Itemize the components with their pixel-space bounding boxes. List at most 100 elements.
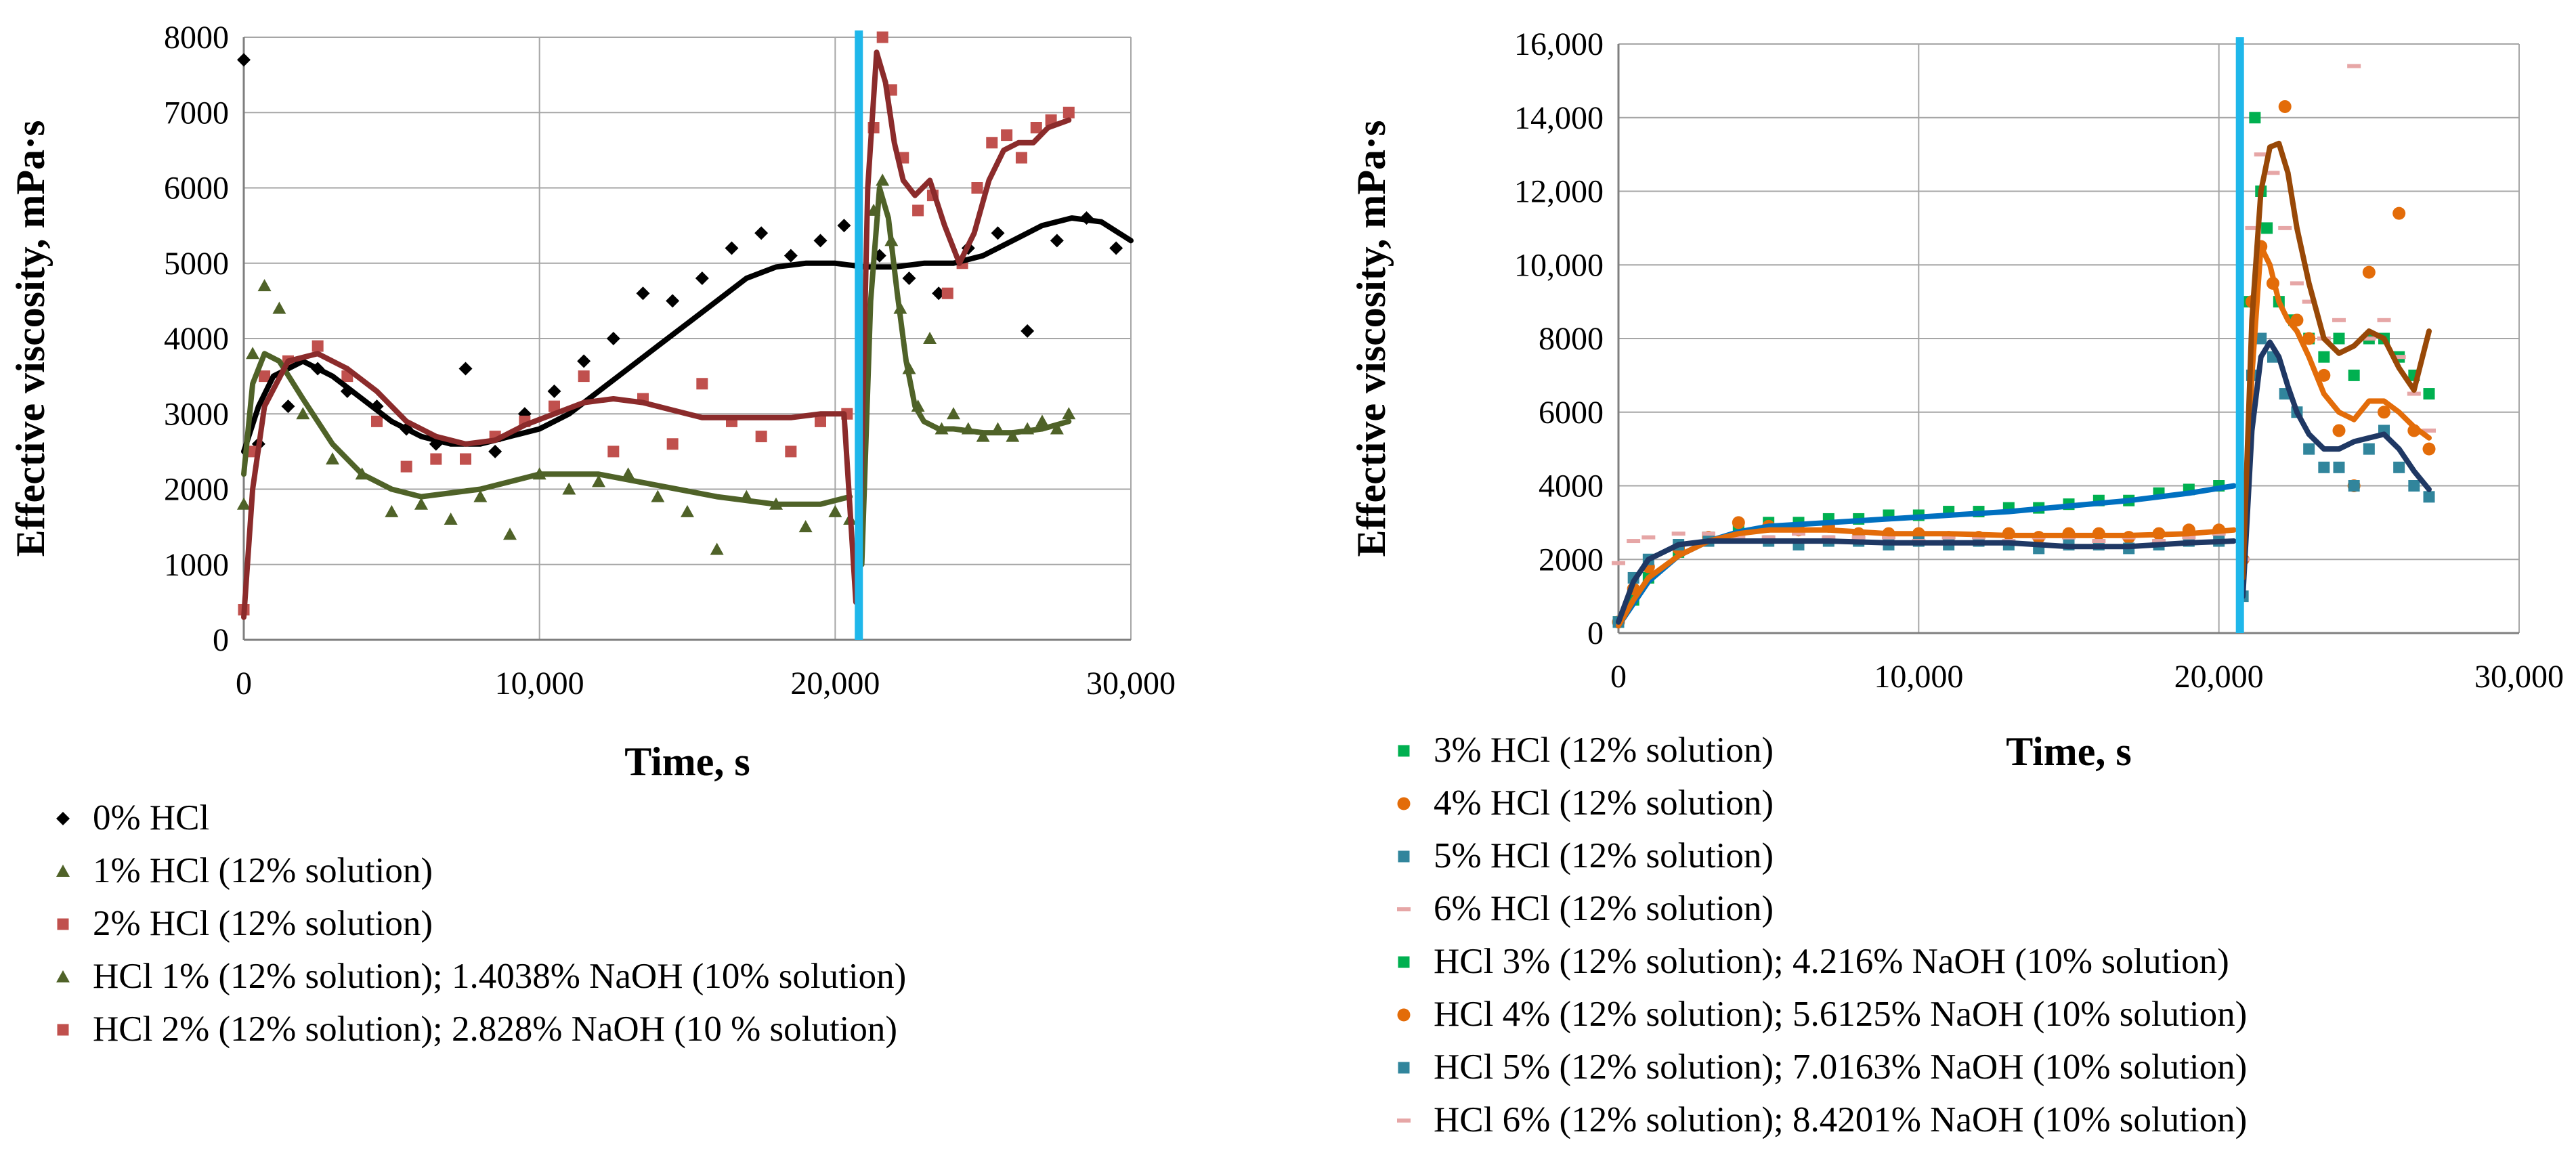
data-point bbox=[578, 370, 590, 383]
data-point bbox=[2278, 100, 2292, 113]
right-chart: 0 2000 4000 6000 8000 10,000 12,000 14,000 16,00… bbox=[1349, 26, 2564, 774]
data-point bbox=[813, 234, 828, 248]
legend-marker bbox=[1397, 1008, 1411, 1022]
data-point bbox=[562, 482, 576, 495]
trend-line bbox=[1616, 538, 2237, 625]
data-point bbox=[1671, 531, 1686, 536]
data-point bbox=[1030, 122, 1042, 133]
y-tick-label: 2000 bbox=[164, 472, 229, 508]
data-point bbox=[2393, 461, 2405, 473]
data-point bbox=[2332, 424, 2346, 437]
data-point bbox=[272, 301, 286, 314]
data-point bbox=[2245, 225, 2259, 230]
legend-entry: 5% HCl (12% solution) bbox=[1434, 836, 1774, 875]
data-point bbox=[2362, 337, 2376, 341]
data-point bbox=[2347, 64, 2361, 68]
x-tick-label: 0 bbox=[236, 666, 252, 701]
x-tick-label: 10,000 bbox=[495, 666, 584, 701]
legend-marker bbox=[56, 812, 70, 825]
data-point bbox=[2348, 480, 2360, 492]
data-point bbox=[1792, 531, 1805, 536]
data-point bbox=[1882, 535, 1895, 540]
data-point bbox=[2302, 299, 2316, 304]
data-point bbox=[2318, 461, 2330, 473]
data-point bbox=[400, 460, 412, 473]
data-point bbox=[312, 340, 324, 352]
legend-entry: 1% HCl (12% solution) bbox=[93, 851, 433, 890]
data-point bbox=[947, 407, 960, 420]
data-point bbox=[296, 407, 310, 420]
data-point bbox=[444, 513, 458, 525]
legend-entry: HCl 4% (12% solution); 5.6125% NaOH (10%… bbox=[1434, 995, 2247, 1034]
data-point bbox=[755, 431, 767, 443]
data-point bbox=[798, 520, 813, 533]
data-point bbox=[385, 504, 399, 517]
data-point bbox=[1612, 561, 1625, 565]
legend-marker bbox=[1397, 797, 1411, 810]
x-axis-title: Time, s bbox=[2006, 729, 2132, 774]
data-point bbox=[912, 204, 924, 217]
data-point bbox=[1822, 535, 1836, 540]
data-point bbox=[2302, 332, 2316, 345]
data-point bbox=[547, 384, 561, 398]
legend-marker bbox=[1398, 1062, 1410, 1074]
y-tick-label: 8000 bbox=[1539, 321, 1604, 357]
trend-line bbox=[856, 49, 1072, 582]
data-point bbox=[1035, 414, 1049, 427]
data-point bbox=[1627, 539, 1641, 544]
y-axis-title: Effective viscosity, mPa·s bbox=[8, 121, 53, 557]
data-point bbox=[2362, 265, 2376, 279]
data-point bbox=[754, 226, 769, 240]
y-tick-label: 10,000 bbox=[1514, 247, 1604, 283]
trend-line bbox=[2240, 339, 2432, 599]
data-point bbox=[2303, 443, 2315, 455]
legend-marker bbox=[1397, 1119, 1411, 1123]
data-point bbox=[2422, 428, 2436, 433]
trend-line bbox=[859, 185, 1072, 567]
legend-entry: 2% HCl (12% solution) bbox=[93, 904, 433, 943]
data-point bbox=[2182, 535, 2196, 540]
data-point bbox=[607, 446, 620, 458]
legend-marker bbox=[1398, 745, 1410, 757]
data-point bbox=[2377, 318, 2391, 322]
data-point bbox=[2407, 391, 2421, 396]
y-tick-label: 0 bbox=[1587, 615, 1604, 651]
data-point bbox=[1062, 106, 1075, 118]
data-point bbox=[1641, 535, 1656, 540]
data-point bbox=[1761, 535, 1776, 540]
y-tick-label: 5000 bbox=[164, 246, 229, 282]
data-point bbox=[257, 279, 272, 292]
legend-marker bbox=[1397, 907, 1411, 911]
data-point bbox=[2254, 152, 2268, 157]
data-point bbox=[1109, 241, 1123, 255]
data-point bbox=[1001, 129, 1013, 142]
y-tick-label: 7000 bbox=[164, 95, 229, 131]
data-point bbox=[2392, 355, 2406, 360]
x-tick-label: 20,000 bbox=[790, 666, 880, 701]
data-point bbox=[2378, 406, 2390, 419]
data-point bbox=[651, 490, 665, 502]
left-chart: 0 1000 2000 3000 4000 5000 6000 7000 8000 0 10,000… bbox=[8, 20, 1176, 784]
left-legend: 0% HCl 1% HCl (12% solution) 2% HCl (12% s… bbox=[56, 798, 906, 1049]
y-tick-label: 8000 bbox=[164, 20, 229, 56]
trend-line bbox=[1616, 527, 2237, 629]
data-point bbox=[2152, 539, 2166, 544]
y-tick-label: 0 bbox=[213, 622, 229, 658]
legend-entry: HCl 3% (12% solution); 4.216% NaOH (10% … bbox=[1434, 942, 2229, 981]
data-point bbox=[237, 53, 251, 67]
data-point bbox=[991, 226, 1005, 240]
data-point bbox=[2255, 332, 2267, 345]
data-point bbox=[460, 453, 471, 465]
data-point bbox=[2092, 539, 2106, 544]
legend-entry: 6% HCl (12% solution) bbox=[1434, 889, 1774, 928]
legend-marker bbox=[57, 1024, 69, 1036]
data-point bbox=[503, 527, 517, 540]
x-tick-label: 10,000 bbox=[1874, 659, 1963, 695]
data-point bbox=[1050, 234, 1064, 248]
data-point bbox=[828, 504, 842, 517]
data-point bbox=[785, 446, 797, 458]
data-point bbox=[1851, 535, 1866, 540]
data-point bbox=[2332, 318, 2346, 322]
y-tick-label: 4000 bbox=[164, 321, 229, 357]
